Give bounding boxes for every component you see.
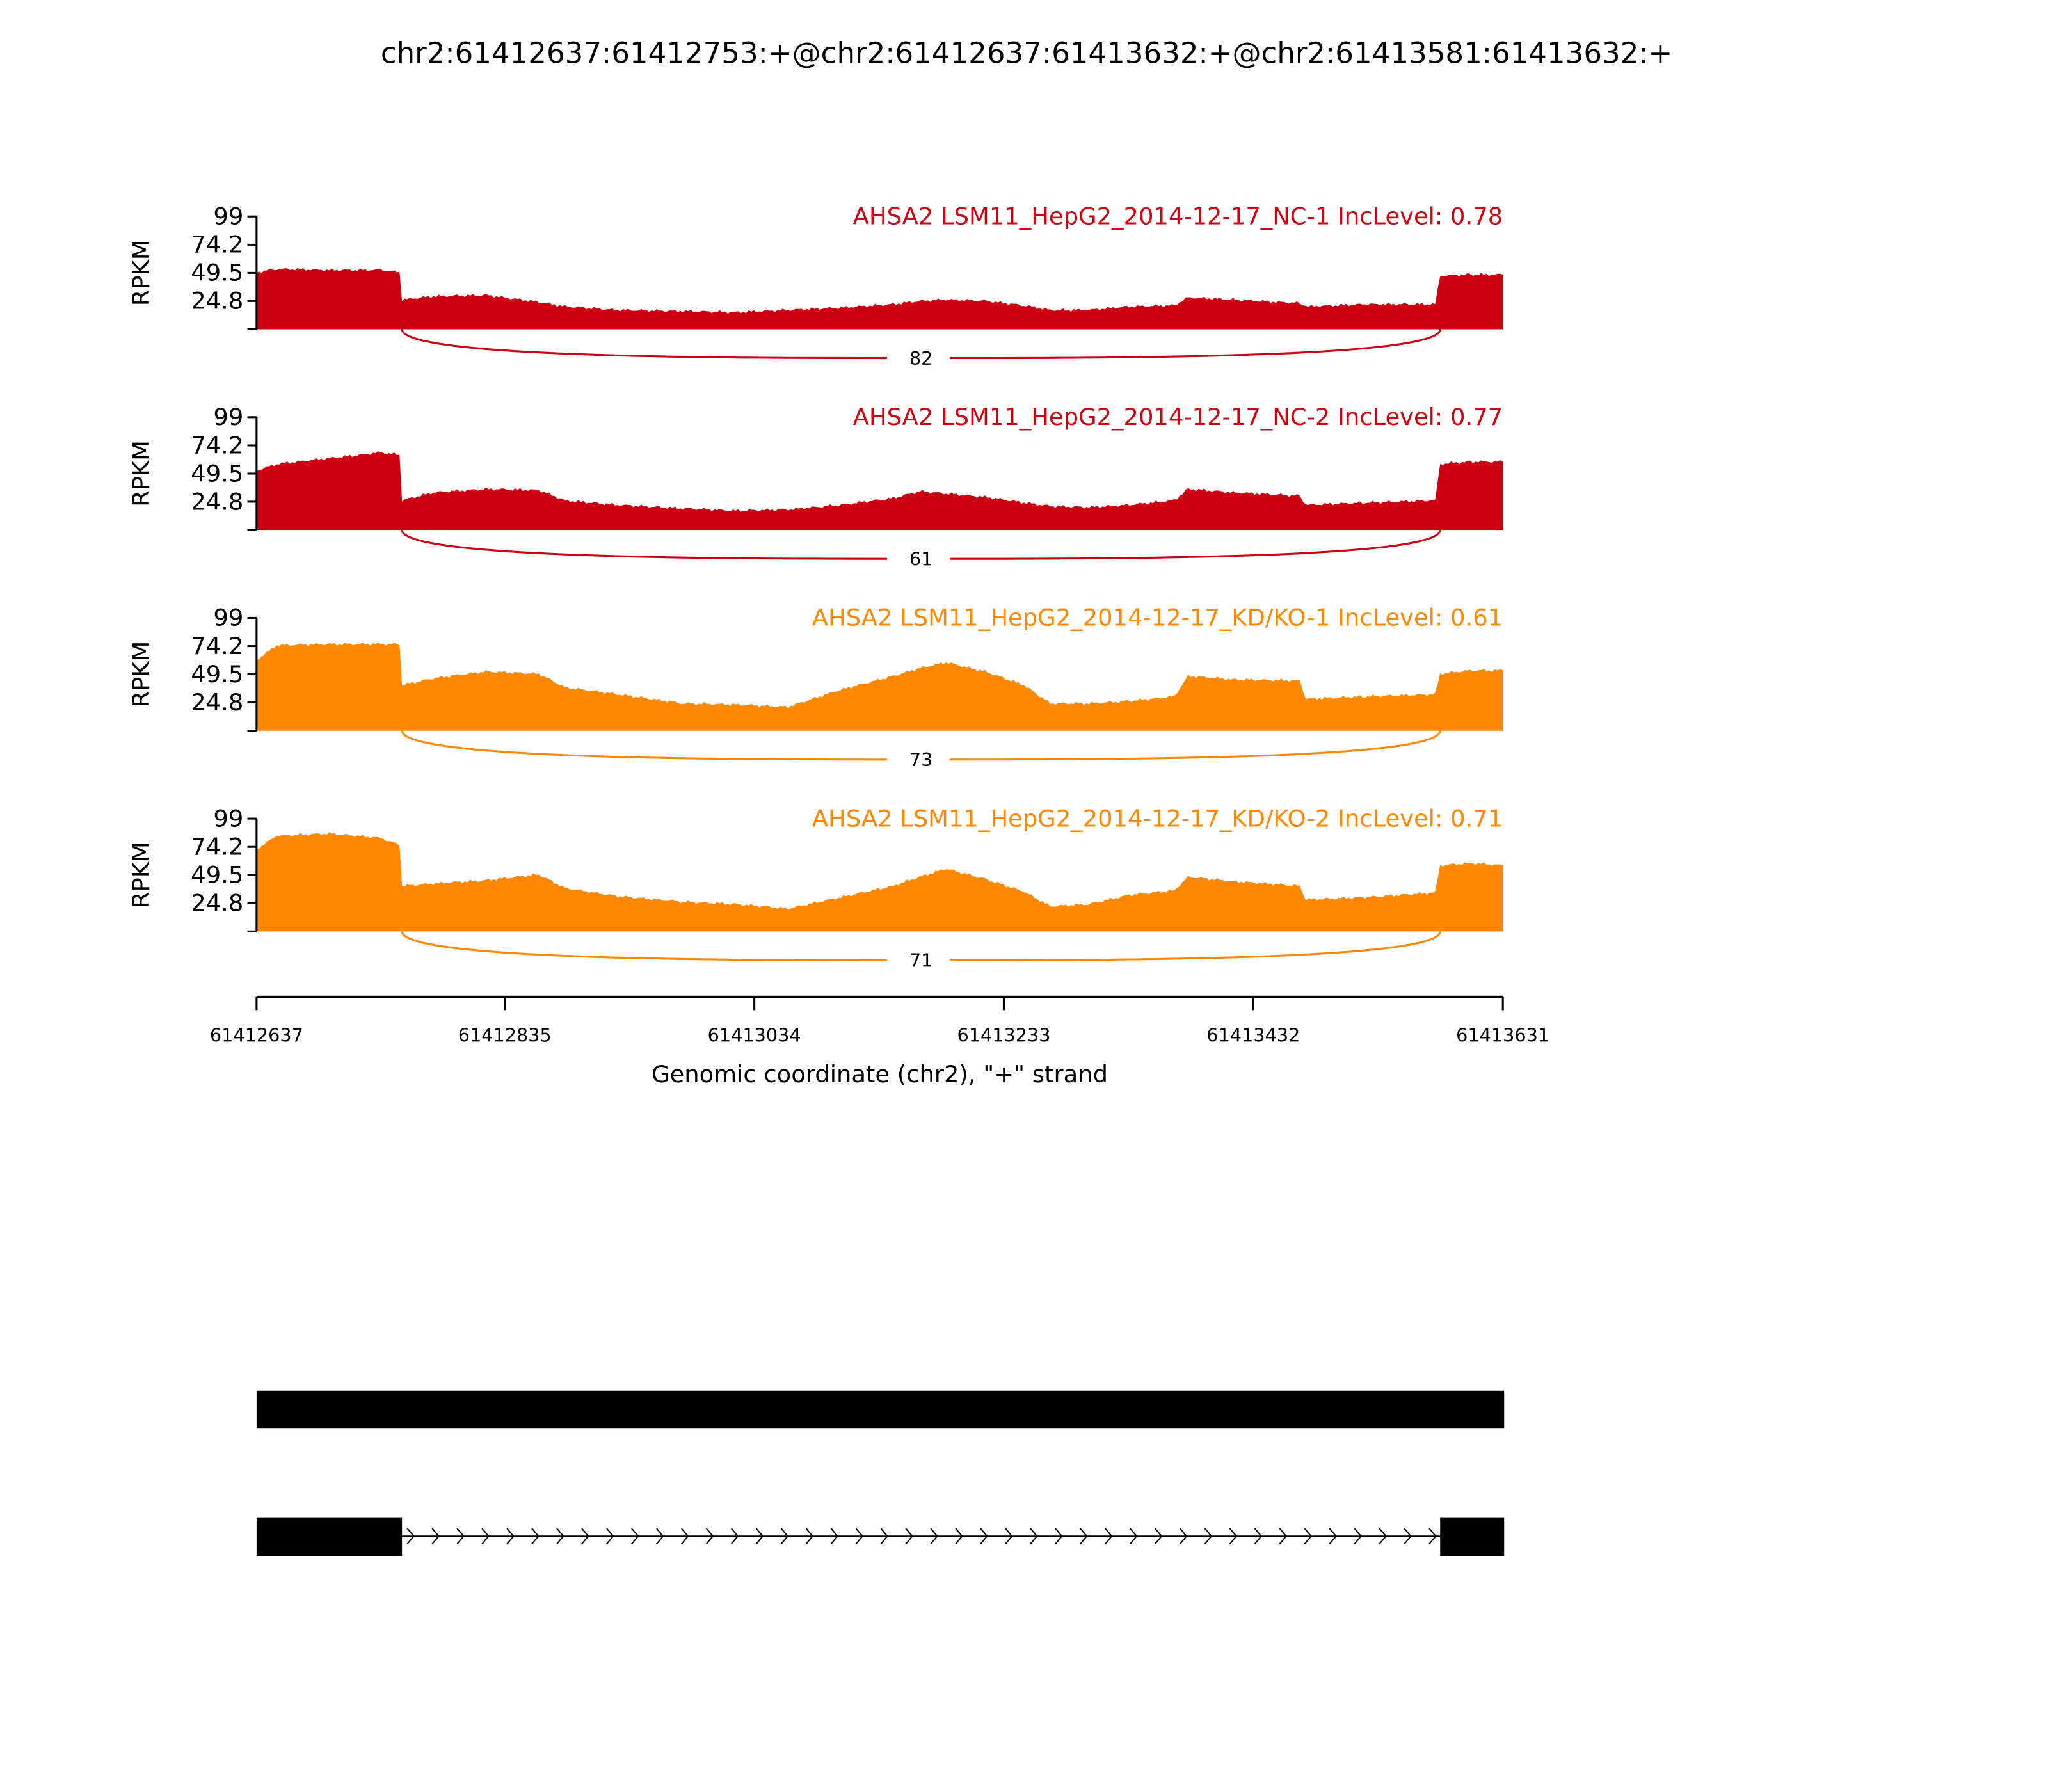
isoform-skipping — [256, 1517, 1505, 1556]
y-tick-label: 24.8 — [191, 689, 243, 716]
strand-arrow-icon — [1030, 1528, 1038, 1545]
junction-count: 82 — [909, 348, 933, 369]
y-tick-label: 49.5 — [191, 861, 243, 889]
y-tick-label: 49.5 — [191, 259, 243, 287]
strand-arrow-icon — [1428, 1528, 1437, 1545]
strand-arrow-icon — [1154, 1528, 1163, 1545]
strand-arrow-icon — [556, 1528, 564, 1545]
y-tick-label: 99 — [213, 203, 243, 230]
y-tick-label: 24.8 — [191, 287, 243, 315]
coverage-area — [256, 268, 1503, 330]
x-tick-label: 61413432 — [1206, 1025, 1300, 1046]
strand-arrow-icon — [1179, 1528, 1188, 1545]
exon-2 — [1440, 1517, 1505, 1556]
strand-arrow-icon — [606, 1528, 614, 1545]
y-tick-label: 74.2 — [191, 833, 243, 861]
coverage-area — [256, 451, 1503, 531]
junction-count: 61 — [909, 548, 933, 570]
strand-arrow-icon — [905, 1528, 913, 1545]
strand-arrow-icon — [1129, 1528, 1138, 1545]
strand-arrow-icon — [1329, 1528, 1337, 1545]
strand-arrow-icon — [1204, 1528, 1213, 1545]
strand-arrow-icon — [955, 1528, 963, 1545]
strand-arrow-icon — [406, 1528, 415, 1545]
strand-arrow-icon — [1354, 1528, 1362, 1545]
y-tick-label: 99 — [213, 403, 243, 431]
junction-count-box — [886, 746, 950, 773]
strand-arrow-icon — [456, 1528, 465, 1545]
exon-1 — [256, 1517, 403, 1556]
y-axis-label: RPKM — [127, 239, 155, 306]
strand-arrow-icon — [481, 1528, 490, 1545]
chart-title: chr2:61412637:61412753:+@chr2:61412637:6… — [381, 36, 1673, 70]
y-axis-label: RPKM — [127, 842, 155, 908]
junction-count-box — [886, 545, 950, 572]
x-tick-label: 61413233 — [957, 1025, 1050, 1046]
strand-arrow-icon — [880, 1528, 888, 1545]
strand-arrow-icon — [1005, 1528, 1013, 1545]
y-tick-label: 74.2 — [191, 231, 243, 259]
strand-arrow-icon — [531, 1528, 540, 1545]
x-tick-label: 61412835 — [458, 1025, 552, 1046]
y-tick-label: 74.2 — [191, 632, 243, 660]
junction-count-box — [886, 345, 950, 372]
strand-arrow-icon — [680, 1528, 689, 1545]
strand-arrow-icon — [980, 1528, 988, 1545]
strand-arrow-icon — [705, 1528, 714, 1545]
junction-count-box — [886, 947, 950, 973]
strand-arrow-icon — [1304, 1528, 1312, 1545]
strand-arrow-icon — [1055, 1528, 1063, 1545]
y-tick-label: 24.8 — [191, 889, 243, 916]
y-tick-label: 99 — [213, 804, 243, 832]
strand-arrow-icon — [830, 1528, 838, 1545]
strand-arrow-icon — [506, 1528, 515, 1545]
y-axis-label: RPKM — [127, 641, 155, 708]
y-tick-label: 49.5 — [191, 660, 243, 688]
strand-arrow-icon — [805, 1528, 814, 1545]
strand-arrow-icon — [431, 1528, 440, 1545]
y-tick-label: 74.2 — [191, 431, 243, 459]
y-tick-label: 99 — [213, 604, 243, 632]
y-axis-label: RPKM — [127, 440, 155, 507]
strand-arrow-icon — [581, 1528, 589, 1545]
strand-arrow-icon — [1254, 1528, 1263, 1545]
track-label: AHSA2 LSM11_HepG2_2014-12-17_KD/KO-2 Inc… — [812, 804, 1503, 832]
track-label: AHSA2 LSM11_HepG2_2014-12-17_NC-1 IncLev… — [853, 203, 1503, 230]
track-label: AHSA2 LSM11_HepG2_2014-12-17_KD/KO-1 Inc… — [812, 604, 1503, 632]
strand-arrow-icon — [730, 1528, 739, 1545]
strand-arrow-icon — [631, 1528, 639, 1545]
y-tick-label: 24.8 — [191, 488, 243, 515]
isoform-inclusion-exon — [256, 1390, 1505, 1429]
strand-arrow-icon — [1105, 1528, 1113, 1545]
strand-arrow-icon — [855, 1528, 863, 1545]
coverage-area — [256, 643, 1503, 731]
y-tick-label: 49.5 — [191, 460, 243, 487]
strand-arrow-icon — [930, 1528, 938, 1545]
x-axis-label: Genomic coordinate (chr2), "+" strand — [652, 1060, 1108, 1088]
junction-count: 71 — [909, 950, 933, 972]
track-label: AHSA2 LSM11_HepG2_2014-12-17_NC-2 IncLev… — [853, 403, 1503, 431]
x-tick-label: 61413034 — [708, 1025, 801, 1046]
strand-arrow-icon — [780, 1528, 789, 1545]
strand-arrow-icon — [1379, 1528, 1387, 1545]
x-tick-label: 61412637 — [210, 1025, 303, 1046]
strand-arrow-icon — [1404, 1528, 1412, 1545]
x-tick-label: 61413631 — [1456, 1025, 1549, 1046]
strand-arrow-icon — [1229, 1528, 1238, 1545]
strand-arrow-icon — [1080, 1528, 1088, 1545]
strand-arrow-icon — [1279, 1528, 1288, 1545]
strand-arrow-icon — [655, 1528, 664, 1545]
coverage-area — [256, 831, 1503, 932]
strand-arrow-icon — [755, 1528, 764, 1545]
junction-count: 73 — [909, 749, 933, 771]
